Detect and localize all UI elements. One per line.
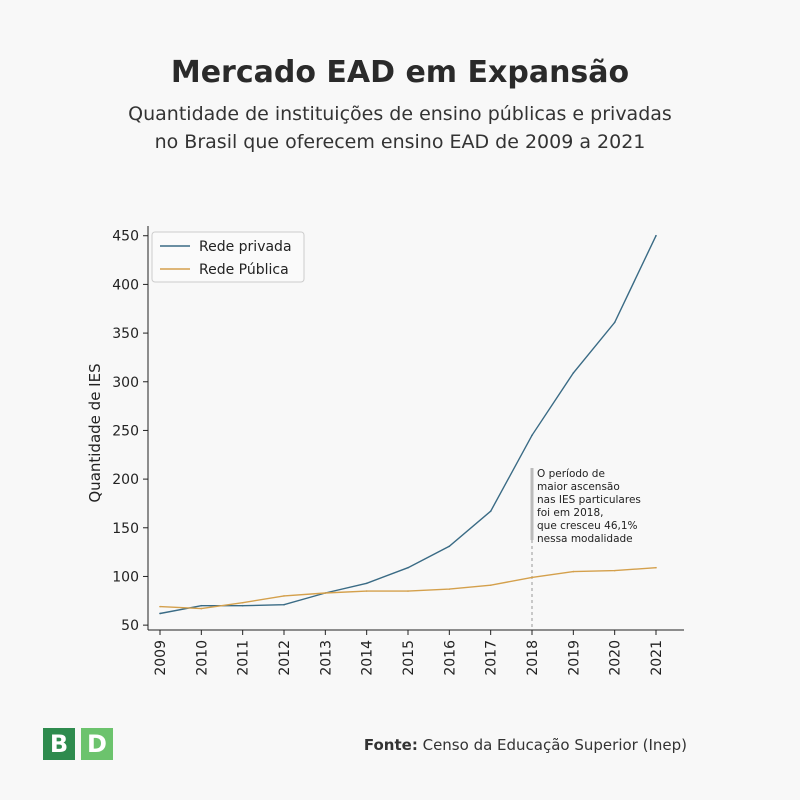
data-point	[531, 576, 533, 579]
y-tick-label: 250	[112, 423, 139, 439]
data-point	[159, 605, 161, 608]
y-axis-label: Quantidade de IES	[86, 363, 104, 502]
data-point	[241, 601, 244, 604]
x-tick-label: 2020	[608, 640, 624, 676]
x-tick-label: 2017	[484, 640, 500, 676]
legend-label: Rede Pública	[199, 262, 289, 278]
data-point	[448, 545, 451, 548]
data-point	[407, 566, 409, 569]
x-tick-label: 2018	[525, 640, 541, 676]
data-point	[613, 321, 616, 324]
source-text: Censo da Educação Superior (Inep)	[417, 736, 687, 754]
x-tick-label: 2013	[318, 640, 334, 676]
data-point	[448, 588, 451, 590]
subtitle-line-2: no Brasil que oferecem ensino EAD de 200…	[154, 131, 646, 153]
data-point	[572, 372, 575, 374]
data-point	[613, 569, 616, 572]
x-tick-label: 2009	[153, 640, 169, 676]
source-label: Fonte:	[363, 736, 418, 754]
legend: Rede privada Rede Pública	[151, 231, 305, 283]
x-tick-label: 2016	[442, 640, 458, 676]
data-point	[200, 607, 203, 610]
annotation-text-line: que cresceu 46,1%	[537, 520, 638, 532]
data-point	[283, 603, 285, 606]
x-tick-label: 2012	[277, 640, 293, 676]
chart-subtitle: Quantidade de instituições de ensino púb…	[0, 100, 800, 156]
data-point	[655, 234, 657, 237]
x-tick-label: 2014	[360, 640, 376, 676]
data-point	[200, 604, 203, 607]
x-tick-label: 2021	[649, 640, 665, 676]
y-tick-label: 150	[112, 521, 139, 537]
x-tick-label: 2011	[236, 640, 252, 676]
logo-letter-b: B	[43, 728, 75, 760]
data-point	[572, 570, 575, 573]
annotation-text-line: nas IES particulares	[537, 494, 641, 506]
y-tick-label: 300	[112, 375, 139, 391]
x-tick-label: 2015	[401, 640, 417, 676]
series-line-rede-publica	[159, 567, 657, 610]
data-point	[283, 595, 285, 597]
y-tick-label: 50	[121, 618, 139, 634]
y-tick-label: 400	[112, 277, 139, 293]
x-tick-label: 2010	[194, 640, 210, 676]
y-tick-label: 450	[112, 229, 139, 245]
y-tick-label: 200	[112, 472, 139, 488]
subtitle-line-1: Quantidade de instituições de ensino púb…	[128, 103, 672, 125]
data-point	[489, 584, 492, 587]
data-point	[365, 582, 368, 585]
annotation-text-line: maior ascensão	[537, 481, 620, 493]
data-point	[324, 592, 327, 594]
y-tick-label: 100	[112, 569, 139, 585]
y-tick-label: 350	[112, 326, 139, 342]
series-line-rede-privada	[159, 235, 657, 615]
data-point	[365, 590, 368, 592]
annotation-text-line: O período de	[537, 468, 605, 480]
data-point	[489, 510, 492, 513]
source-note: Fonte: Censo da Educação Superior (Inep)	[364, 736, 687, 754]
annotation-text-line: foi em 2018,	[537, 507, 603, 519]
chart-title: Mercado EAD em Expansão	[170, 55, 630, 90]
data-point	[159, 612, 161, 615]
data-point	[655, 566, 657, 569]
bd-logo: B D	[43, 728, 113, 760]
legend-label: Rede privada	[199, 239, 292, 255]
x-tick-label: 2019	[566, 640, 582, 676]
logo-letter-d: D	[81, 728, 113, 760]
data-point	[531, 434, 533, 437]
data-point	[241, 604, 244, 607]
data-point	[407, 590, 409, 592]
annotation-text-line: nessa modalidade	[537, 533, 633, 545]
